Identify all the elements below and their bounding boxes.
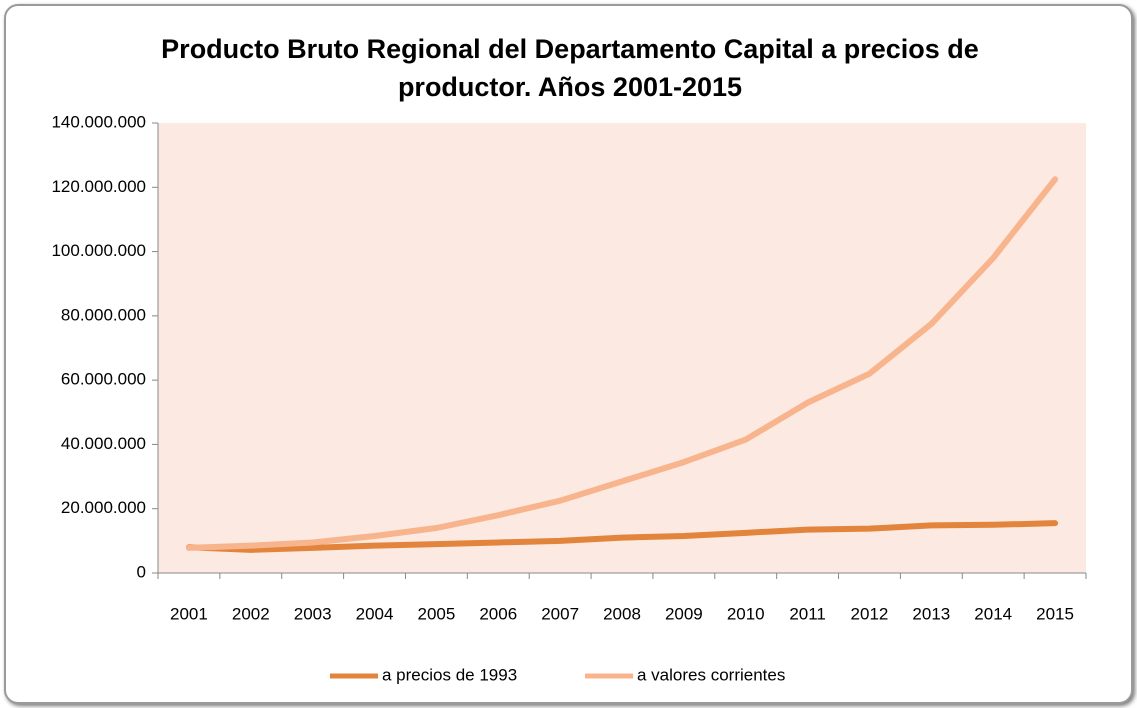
x-tick-label: 2011 xyxy=(789,604,826,623)
x-tick-label: 2012 xyxy=(851,604,889,623)
y-tick-label: 120.000.000 xyxy=(51,177,146,196)
x-tick-label: 2010 xyxy=(727,604,765,623)
x-tick-label: 2005 xyxy=(417,604,455,623)
x-tick-label: 2002 xyxy=(232,604,270,623)
x-tick-label: 2009 xyxy=(665,604,703,623)
x-tick-label: 2013 xyxy=(912,604,950,623)
x-tick-label: 2014 xyxy=(974,604,1012,623)
y-tick-label: 80.000.000 xyxy=(61,305,146,324)
y-tick-label: 20.000.000 xyxy=(61,498,146,517)
x-tick-label: 2001 xyxy=(170,604,208,623)
x-tick-label: 2006 xyxy=(479,604,517,623)
chart-title: Producto Bruto Regional del Departamento… xyxy=(161,34,979,102)
line-series xyxy=(185,520,1059,553)
y-tick-label: 60.000.000 xyxy=(61,370,146,389)
y-tick-label: 0 xyxy=(137,562,146,581)
x-tick-label: 2008 xyxy=(603,604,641,623)
legend-label: a valores corrientes xyxy=(637,665,785,684)
x-tick-label: 2004 xyxy=(356,604,394,623)
x-tick-label: 2003 xyxy=(294,604,332,623)
plot-area xyxy=(158,123,1086,573)
y-tick-label: 140.000.000 xyxy=(51,112,146,131)
x-tick-label: 2015 xyxy=(1036,604,1074,623)
x-tick-label: 2007 xyxy=(541,604,579,623)
legend-label: a precios de 1993 xyxy=(382,665,517,684)
y-tick-label: 100.000.000 xyxy=(51,241,146,260)
y-tick-label: 40.000.000 xyxy=(61,434,146,453)
line-series xyxy=(185,176,1059,551)
